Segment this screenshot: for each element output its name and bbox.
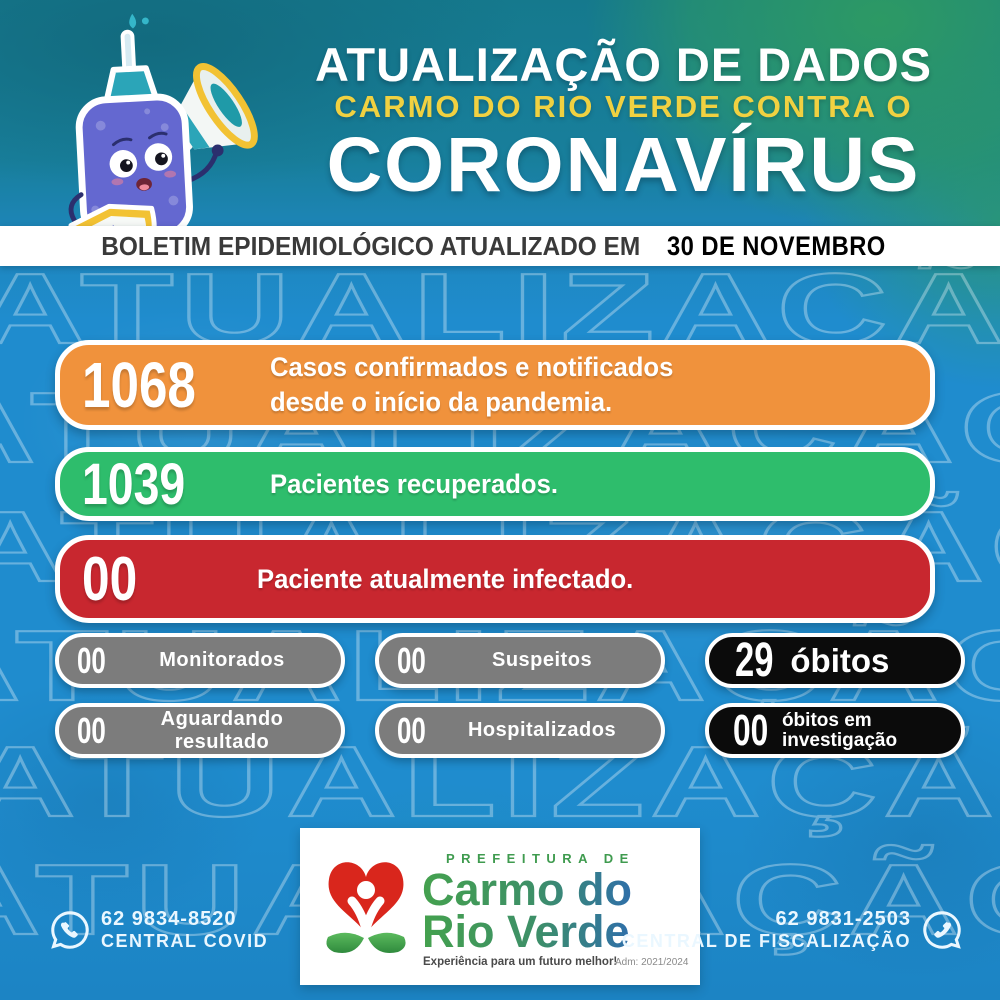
stat-deaths-investigation-label-line2: investigação [781, 729, 898, 751]
stat-deaths-investigation-value: 00 [733, 705, 769, 755]
logo-administration: Adm: 2021/2024 [615, 957, 689, 968]
stat-hospitalized-label: Hospitalizados [467, 719, 617, 741]
stat-confirmed-label: Casos confirmados e notificados desde o … [270, 350, 673, 420]
stat-hospitalized-value: 00 [397, 709, 426, 751]
contact-covid-text: 62 9834-8520 CENTRAL COVID [101, 908, 268, 952]
stat-confirmed-label-line2: desde o início da pandemia. [270, 387, 613, 417]
title-line-3: CORONAVÍRUS [326, 121, 921, 208]
stat-suspects-pill: 00 Suspeitos [375, 633, 665, 688]
logo-city-line2: Rio Verde [422, 906, 630, 957]
stat-recovered-value: 1039 [82, 451, 186, 517]
stat-monitored-pill: 00 Monitorados [55, 633, 345, 688]
prefeitura-logo-box: PREFEITURA DE Carmo do Rio Verde Experiê… [300, 828, 700, 985]
stat-confirmed-label-line1: Casos confirmados e notificados [270, 351, 674, 382]
bulletin-banner: BOLETIM EPIDEMIOLÓGICO ATUALIZADO EM 30 … [0, 226, 1000, 266]
prefeitura-logo: PREFEITURA DE Carmo do Rio Verde Experiê… [326, 851, 689, 968]
stat-suspects-value: 00 [397, 639, 426, 681]
stat-recovered-pill: 1039 Pacientes recuperados. [55, 447, 935, 521]
stat-confirmed-pill: 1068 Casos confirmados e notificados des… [55, 340, 935, 430]
contact-fiscalizacao-phone: 62 9831-2503 [775, 908, 911, 930]
stat-recovered-label: Pacientes recuperados. [270, 468, 558, 499]
banner-label: BOLETIM EPIDEMIOLÓGICO ATUALIZADO EM [101, 230, 641, 261]
stat-confirmed-value: 1068 [82, 349, 196, 421]
bottle-body [75, 13, 193, 232]
stat-awaiting-label: Aguardando resultado [160, 707, 284, 753]
stat-active-pill: 00 Paciente atualmente infectado. [55, 535, 935, 623]
stat-monitored-label: Monitorados [159, 649, 285, 671]
stat-active-value: 00 [82, 544, 138, 614]
stat-awaiting-value: 00 [77, 709, 106, 751]
whatsapp-icon [923, 911, 961, 949]
contact-covid: 62 9834-8520 CENTRAL COVID [48, 908, 268, 952]
sanitizer-mascot-illustration [68, 13, 258, 232]
stat-deaths-investigation-label-line1: óbitos em [781, 709, 872, 731]
contact-fiscalizacao-label: CENTRAL DE FISCALIZAÇÃO [621, 931, 911, 951]
stat-suspects-label: Suspeitos [491, 649, 593, 671]
stat-monitored-value: 00 [77, 639, 106, 681]
contact-fiscalizacao: 62 9831-2503 CENTRAL DE FISCALIZAÇÃO [622, 908, 964, 952]
stat-awaiting-pill: 00 Aguardando resultado [55, 703, 345, 758]
stat-deaths-investigation-label: óbitos em investigação [781, 709, 898, 751]
stat-hospitalized-pill: 00 Hospitalizados [375, 703, 665, 758]
stat-deaths-label: óbitos [790, 641, 890, 679]
stat-deaths-investigation-pill: 00 óbitos em investigação [705, 703, 965, 758]
header-title: ATUALIZAÇÃO DE DADOS CARMO DO RIO VERDE … [255, 40, 992, 204]
stat-deaths-value: 29 [735, 634, 774, 687]
banner-date: 30 DE NOVEMBRO [667, 230, 887, 261]
stat-deaths-pill: 29 óbitos [705, 633, 965, 688]
logo-city-line1: Carmo do [422, 864, 632, 915]
contact-covid-label: CENTRAL COVID [101, 931, 269, 951]
stat-active-label: Paciente atualmente infectado. [257, 563, 634, 594]
heart-hands-logo-icon [326, 861, 406, 953]
logo-prefix: PREFEITURA DE [446, 851, 635, 866]
contact-fiscalizacao-text: 62 9831-2503 CENTRAL DE FISCALIZAÇÃO [622, 908, 911, 952]
title-line-1: ATUALIZAÇÃO DE DADOS [314, 38, 933, 91]
logo-tagline: Experiência para um futuro melhor! [423, 956, 617, 968]
whatsapp-icon [51, 911, 89, 949]
title-line-2: CARMO DO RIO VERDE CONTRA O [334, 89, 913, 125]
contact-covid-phone: 62 9834-8520 [101, 908, 237, 930]
